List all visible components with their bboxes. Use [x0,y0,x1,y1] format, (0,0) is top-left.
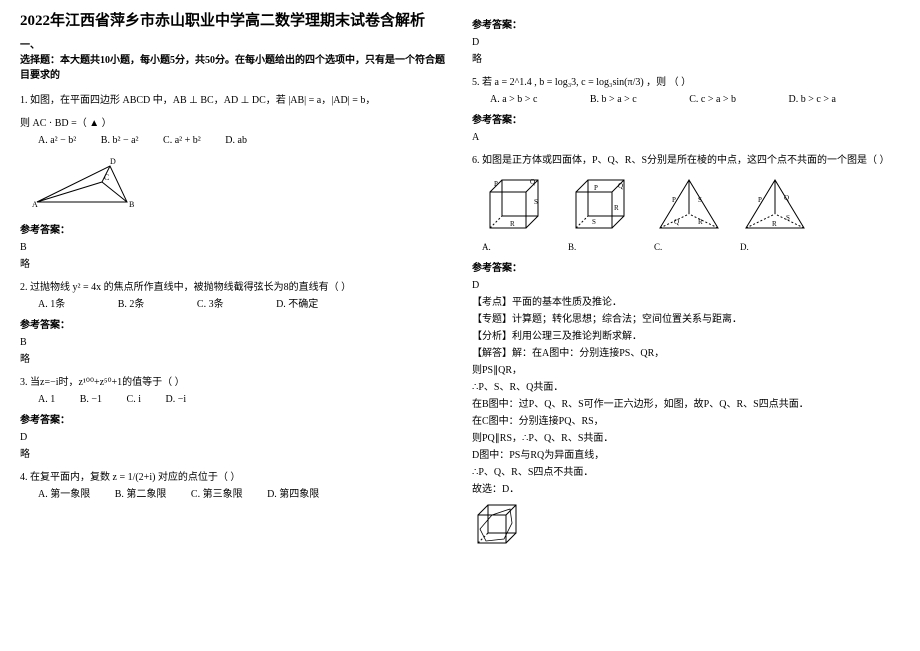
q5-opt-c: C. c > a > b [689,92,736,107]
q2-sub: 略 [20,352,448,367]
q3-opt-a: A. 1 [38,392,55,407]
exam-title: 2022年江西省萍乡市赤山职业中学高二数学理期末试卷含解析 [20,12,448,32]
svg-text:P: P [594,184,598,192]
q5-answer: A [472,130,900,145]
q2-stem: 2. 过抛物线 y² = 4x 的焦点所作直线中，被抛物线截得弦长为8的直线有（… [20,280,448,295]
q1-options: A. a² − b² B. b² − a² C. a² + b² D. ab [20,133,448,148]
q4-sub: 略 [472,52,900,67]
svg-text:P: P [494,180,498,188]
q3-options: A. 1 B. −1 C. i D. −i [20,392,448,407]
q1-opt-d: D. ab [225,133,247,148]
svg-text:Q: Q [784,194,789,202]
q6-fig-b: P Q R S B. [568,174,638,255]
q4-opt-c: C. 第三象限 [191,487,243,502]
q4-opt-a: A. 第一象限 [38,487,90,502]
q3-answer-heading: 参考答案： [20,413,448,428]
svg-text:P: P [758,196,762,204]
q1-opt-c: C. a² + b² [163,133,201,148]
q6-jieda-1: 【解答】解：在A图中：分别连接PS、QR， [472,346,900,361]
q4-opt-b: B. 第二象限 [115,487,167,502]
svg-text:R: R [614,204,619,212]
left-column: 2022年江西省萍乡市赤山职业中学高二数学理期末试卷含解析 一、 选择题：本大题… [20,12,448,639]
svg-text:P: P [672,196,676,204]
q3-opt-d: D. −i [166,392,187,407]
q5-stem: 5. 若 a = 2^1.4 , b = log₃3, c = log₃sin(… [472,75,900,90]
q2-opt-c: C. 3条 [197,297,224,312]
svg-text:B: B [129,200,134,209]
q4-answer-heading: 参考答案： [472,18,900,33]
svg-text:S: S [698,196,702,204]
q6-label-c: C. [654,241,724,255]
q4-stem: 4. 在复平面内，复数 z = 1/(2+i) 对应的点位于（ ） [20,470,448,485]
q1-sub: 略 [20,257,448,272]
q5-opt-a: A. a > b > c [490,92,537,107]
svg-text:R: R [772,220,777,228]
svg-text:S: S [786,214,790,222]
q5-opt-d: D. b > c > a [789,92,836,107]
q5-answer-heading: 参考答案： [472,113,900,128]
svg-text:A: A [32,200,38,209]
q1-stem-b: 则 AC · BD =（ ▲ ） [20,116,448,131]
q6-figures: P Q R S A. P Q R S B. [482,174,900,255]
q6-fig-c: P S Q R C. [654,174,724,255]
q1-figure: A B C D [32,152,152,210]
q6-stem: 6. 如图是正方体或四面体，P、Q、R、S分别是所在棱的中点，这四个点不共面的一… [472,153,900,168]
q2-opt-d: D. 不确定 [276,297,318,312]
svg-text:S: S [534,198,538,206]
q6-label-a: A. [482,241,552,255]
q6-jieda-4: 在B图中：过P、Q、R、S可作一正六边形，如图，故P、Q、R、S四点共面． [472,397,900,412]
svg-text:D: D [110,157,116,166]
q2-answer-heading: 参考答案： [20,318,448,333]
q6-fig-a: P Q R S A. [482,174,552,255]
q6-jieda-2: 则PS∥QR， [472,363,900,378]
svg-text:Q: Q [530,178,535,186]
q4-opt-d: D. 第四象限 [267,487,319,502]
q6-solution-figure [472,501,526,549]
q3-opt-c: C. i [127,392,141,407]
q6-answer: D [472,278,900,293]
q5-opt-b: B. b > a > c [590,92,637,107]
right-column: 参考答案： D 略 5. 若 a = 2^1.4 , b = log₃3, c … [472,12,900,639]
q3-opt-b: B. −1 [80,392,102,407]
q3-answer: D [20,430,448,445]
q6-label-b: B. [568,241,638,255]
q1-answer: B [20,240,448,255]
q6-kaodian: 【考点】平面的基本性质及推论． [472,295,900,310]
q3-stem: 3. 当z=−i时，z¹⁰⁰+z⁵⁰+1的值等于（ ） [20,375,448,390]
svg-text:R: R [698,218,703,226]
q6-zhuanti: 【专题】计算题；转化思想；综合法；空间位置关系与距离． [472,312,900,327]
q6-jieda-8: ∴P、Q、R、S四点不共面． [472,465,900,480]
q6-jieda-6: 则PQ∥RS，∴P、Q、R、S共面． [472,431,900,446]
q6-jieda-5: 在C图中：分别连接PQ、RS， [472,414,900,429]
q6-jieda-7: D图中：PS与RQ为异面直线， [472,448,900,463]
q6-label-d: D. [740,241,810,255]
q2-opt-a: A. 1条 [38,297,65,312]
q2-answer: B [20,335,448,350]
q1-answer-heading: 参考答案： [20,223,448,238]
svg-text:Q: Q [618,182,623,190]
q6-jieda-3: ∴P、S、R、Q共面． [472,380,900,395]
q2-options: A. 1条 B. 2条 C. 3条 D. 不确定 [20,297,448,312]
svg-text:S: S [592,218,596,226]
svg-text:R: R [510,220,515,228]
q6-fig-d: P Q R S D. [740,174,810,255]
q4-answer: D [472,35,900,50]
q4-options: A. 第一象限 B. 第二象限 C. 第三象限 D. 第四象限 [20,487,448,502]
q5-options: A. a > b > c B. b > a > c C. c > a > b D… [472,92,900,107]
q6-fenxi: 【分析】利用公理三及推论判断求解． [472,329,900,344]
section-1-instructions: 选择题：本大题共10小题，每小题5分，共50分。在每小题给出的四个选项中，只有是… [20,53,448,83]
svg-text:C: C [104,173,109,182]
q2-opt-b: B. 2条 [118,297,145,312]
svg-text:Q: Q [674,218,679,226]
section-1-heading: 一、 [20,38,448,53]
q1-opt-b: B. b² − a² [101,133,139,148]
q6-answer-heading: 参考答案： [472,261,900,276]
q1-opt-a: A. a² − b² [38,133,76,148]
q1-stem-a: 1. 如图，在平面四边形 ABCD 中，AB ⊥ BC，AD ⊥ DC，若 |A… [20,93,448,108]
q6-jieda-9: 故选：D． [472,482,900,497]
q3-sub: 略 [20,447,448,462]
